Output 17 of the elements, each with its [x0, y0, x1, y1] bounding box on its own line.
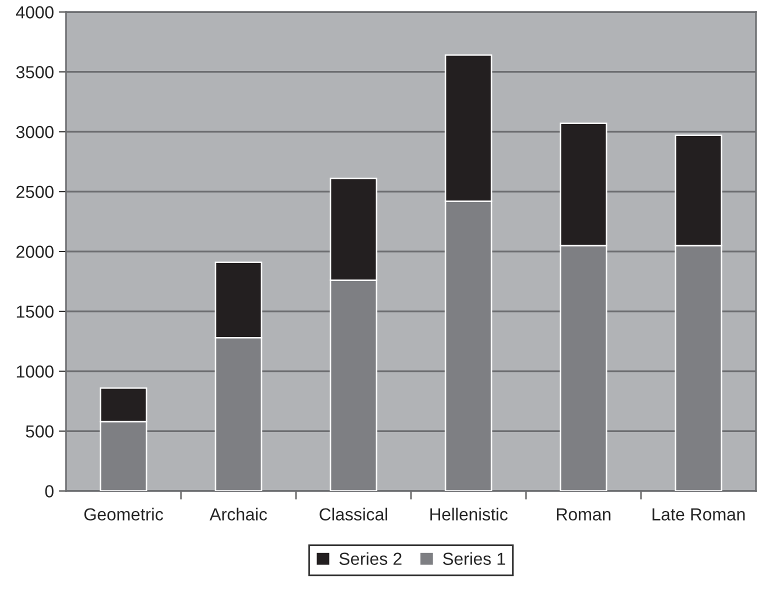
y-tick-label: 2000 — [16, 246, 54, 258]
legend-label: Series 2 — [339, 552, 402, 565]
y-tick-label: 3000 — [16, 126, 54, 138]
y-tick-label: 2500 — [16, 186, 54, 198]
x-tick-label: Geometric — [84, 508, 164, 521]
y-tick-label: 1500 — [16, 306, 54, 318]
legend-label: Series 1 — [443, 552, 506, 565]
y-tick-label: 3500 — [16, 66, 54, 78]
y-tick-label: 1000 — [16, 365, 54, 378]
x-tick-label: Late Roman — [652, 508, 745, 521]
y-tick-label: 500 — [26, 425, 54, 438]
y-tick-label: 4000 — [16, 6, 54, 18]
x-tick-label: Roman — [556, 508, 610, 521]
y-tick-label: 0 — [45, 485, 54, 498]
x-tick-label: Archaic — [210, 508, 267, 521]
x-tick-label: Classical — [320, 508, 388, 521]
x-tick-label: Hellenistic — [430, 508, 508, 521]
